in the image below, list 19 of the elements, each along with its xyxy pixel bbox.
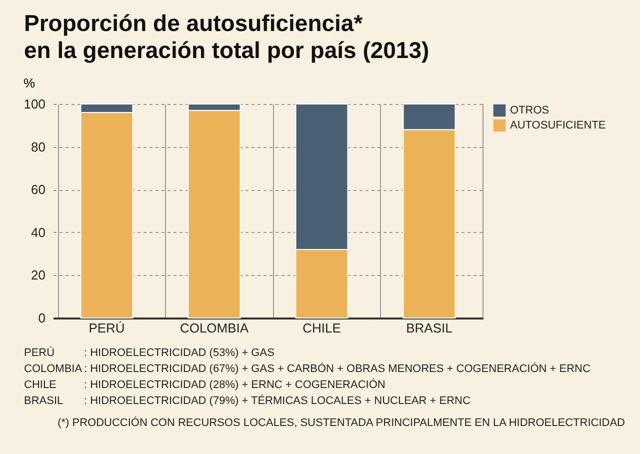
text: (*) PRODUCCIÓN CON RECURSOS LOCALES, SUSTENTADA PRINCIPALMENTE EN LA HIDROELECTRICIDAD [58, 416, 626, 429]
legend-label: OTROS [510, 104, 550, 116]
text: BRASIL : HIDROELECTRICIDAD (79%) + TÉRMICAS LOCALES + NUCLEAR + ERNC [24, 395, 470, 407]
legend-label: AUTOSUFICIENTE [510, 120, 606, 132]
y-tick-label: 20 [31, 268, 46, 283]
x-tick-label: COLOMBIA [180, 320, 249, 336]
y-tick-label: 80 [31, 139, 46, 154]
y-tick-label: 60 [31, 182, 46, 198]
y-tick-label: 100 [24, 96, 46, 112]
x-tick-label: CHILE [302, 320, 342, 336]
y-axis-title: % [24, 76, 36, 90]
x-tick-label: BRASIL [406, 320, 452, 336]
text: PERÚ : HIDROELECTRICIDAD (53%) + GAS [24, 347, 274, 359]
chart-title: Proporción de autosuficiencia* en la generación total por país (2013) [24, 10, 430, 63]
y-tick-label: 40 [31, 224, 46, 240]
text: CHILE : HIDROELECTRICIDAD (28%) + ERNC + COGENERACIÓN [24, 379, 386, 391]
x-tick-label: PERÚ [88, 320, 125, 336]
text: COLOMBIA : HIDROELECTRICIDAD (67%) + GAS + CARBÓN + OBRAS MENORES + COGENERACIÓN + ERNC [24, 362, 590, 375]
y-tick-label: 0 [38, 310, 46, 326]
